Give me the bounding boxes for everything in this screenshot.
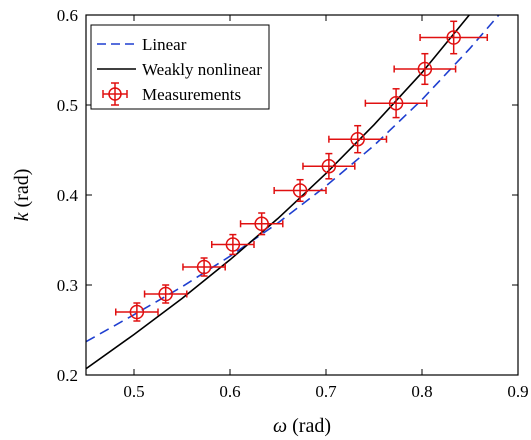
legend: Linear Weakly nonlinear Measurements [90,24,270,110]
measurement-point [393,52,457,86]
measurement-point [419,20,489,55]
legend-linear-label: Linear [142,35,187,54]
measurement-point [143,284,188,304]
y-tick-label: 0.5 [57,96,78,115]
measurement-point [211,233,255,256]
y-tick-label: 0.6 [57,6,78,25]
linear-curve [86,15,500,343]
y-tick-label: 0.3 [57,276,78,295]
measurement-point [182,257,226,277]
x-tick-label: 0.6 [219,382,240,401]
measurement-point [239,212,284,236]
measurement-point [328,124,388,154]
legend-nonlinear-label: Weakly nonlinear [142,60,262,79]
y-axis-label: k (rad) [11,169,33,222]
x-tick-label: 0.5 [123,382,144,401]
x-tick-label: 0.7 [315,382,337,401]
y-tick-label: 0.2 [57,366,78,385]
measurement-point [364,88,428,119]
weakly-nonlinear-curve [86,15,471,370]
y-tick-label: 0.4 [57,186,79,205]
legend-measurements-label: Measurements [142,85,241,104]
measurement-point [273,178,327,203]
legend-measurements-swatch [102,82,128,106]
plot-series [86,15,500,370]
measurement-point [302,152,356,180]
x-tick-label: 0.8 [411,382,432,401]
measurement-point [115,302,159,322]
x-tick-label: 0.9 [507,382,528,401]
x-axis-label: ω (rad) [273,415,331,437]
plot-area [86,15,500,370]
axis-ticks: 0.5 0.6 0.7 0.8 0.9 0.2 0.3 0.4 0.5 0.6 [57,6,529,401]
